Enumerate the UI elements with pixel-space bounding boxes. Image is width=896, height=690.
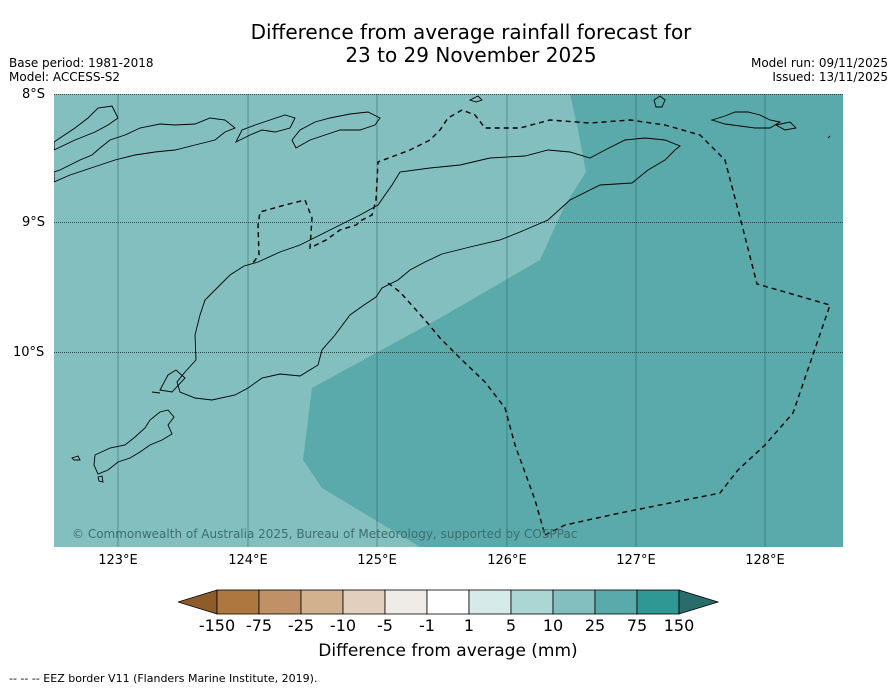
- cbar-label-7: 5: [505, 616, 517, 635]
- moa-coast: [774, 121, 797, 131]
- cbar-label-1: -75: [245, 616, 273, 635]
- base-period: Base period: 1981-2018: [9, 56, 154, 70]
- map-title-line2: 23 to 29 November 2025: [345, 43, 597, 67]
- cbar-label-11: 150: [663, 616, 695, 635]
- cbar-label-8: 10: [542, 616, 564, 635]
- islet-sw-1: [71, 455, 81, 461]
- cbar-label-10: 75: [626, 616, 648, 635]
- lon-label-125e: 125°E: [357, 553, 397, 568]
- alor-coast: [291, 111, 381, 149]
- cbar-seg-6: [426, 589, 470, 615]
- cbar-seg-11: [636, 589, 680, 615]
- map-title-line1: Difference from average rainfall forecas…: [250, 20, 692, 44]
- cbar-label-6: 1: [463, 616, 475, 635]
- band-25-75-east: [303, 94, 843, 547]
- cbar-label-0: -150: [198, 616, 236, 635]
- pantar-coast: [234, 114, 296, 144]
- rainfall-map: [54, 94, 843, 547]
- cbar-extend-high: [678, 589, 719, 615]
- semau-coast: [151, 391, 161, 394]
- lat-label-9s: 9°S: [22, 215, 46, 230]
- model-run: Model run: 09/11/2025: [750, 56, 888, 70]
- cbar-seg-2: [258, 589, 302, 615]
- flores-coast: [54, 117, 236, 183]
- model-name: Model: ACCESS-S2: [9, 70, 121, 84]
- coastlines: [54, 95, 831, 483]
- lon-label-124e: 124°E: [228, 553, 268, 568]
- wetar-coast: [468, 95, 483, 103]
- lon-label-126e: 126°E: [487, 553, 527, 568]
- lakor-coast: [827, 135, 831, 139]
- lat-gridlines: [54, 94, 843, 353]
- lat-label-10s: 10°S: [13, 345, 45, 360]
- kisar-coast: [653, 95, 666, 108]
- cbar-seg-8: [510, 589, 554, 615]
- lon-label-128e: 128°E: [745, 553, 785, 568]
- cbar-seg-5: [384, 589, 428, 615]
- cbar-label-3: -10: [329, 616, 357, 635]
- issued-date: Issued: 13/11/2025: [772, 70, 888, 84]
- colorbar-title: Difference from average (mm): [318, 641, 578, 661]
- sawu-coast: [93, 409, 175, 475]
- solor-coast: [54, 105, 119, 151]
- cbar-seg-3: [300, 589, 344, 615]
- gridlines: [117, 94, 766, 547]
- eez-legend-note: -- -- -- EEZ border V11 (Flanders Marine…: [9, 672, 318, 685]
- cbar-label-2: -25: [287, 616, 315, 635]
- eez-border: [251, 109, 831, 536]
- map-credit: © Commonwealth of Australia 2025, Bureau…: [72, 527, 578, 541]
- cbar-seg-10: [594, 589, 638, 615]
- leti-coast: [710, 111, 782, 129]
- cbar-seg-7: [468, 589, 512, 615]
- cbar-label-9: 25: [584, 616, 606, 635]
- rote-coast: [159, 369, 186, 393]
- lat-label-8s: 8°S: [22, 87, 46, 102]
- timor-coast: [176, 137, 681, 401]
- cbar-seg-4: [342, 589, 386, 615]
- cbar-label-4: -5: [377, 616, 393, 635]
- islet-sw-2: [97, 475, 104, 483]
- cbar-seg-9: [552, 589, 596, 615]
- colorbar: [178, 589, 719, 615]
- lon-label-127e: 127°E: [616, 553, 656, 568]
- lon-label-123e: 123°E: [98, 553, 138, 568]
- cbar-extend-low: [178, 589, 218, 615]
- cbar-seg-1: [216, 589, 260, 615]
- cbar-label-5: -1: [419, 616, 435, 635]
